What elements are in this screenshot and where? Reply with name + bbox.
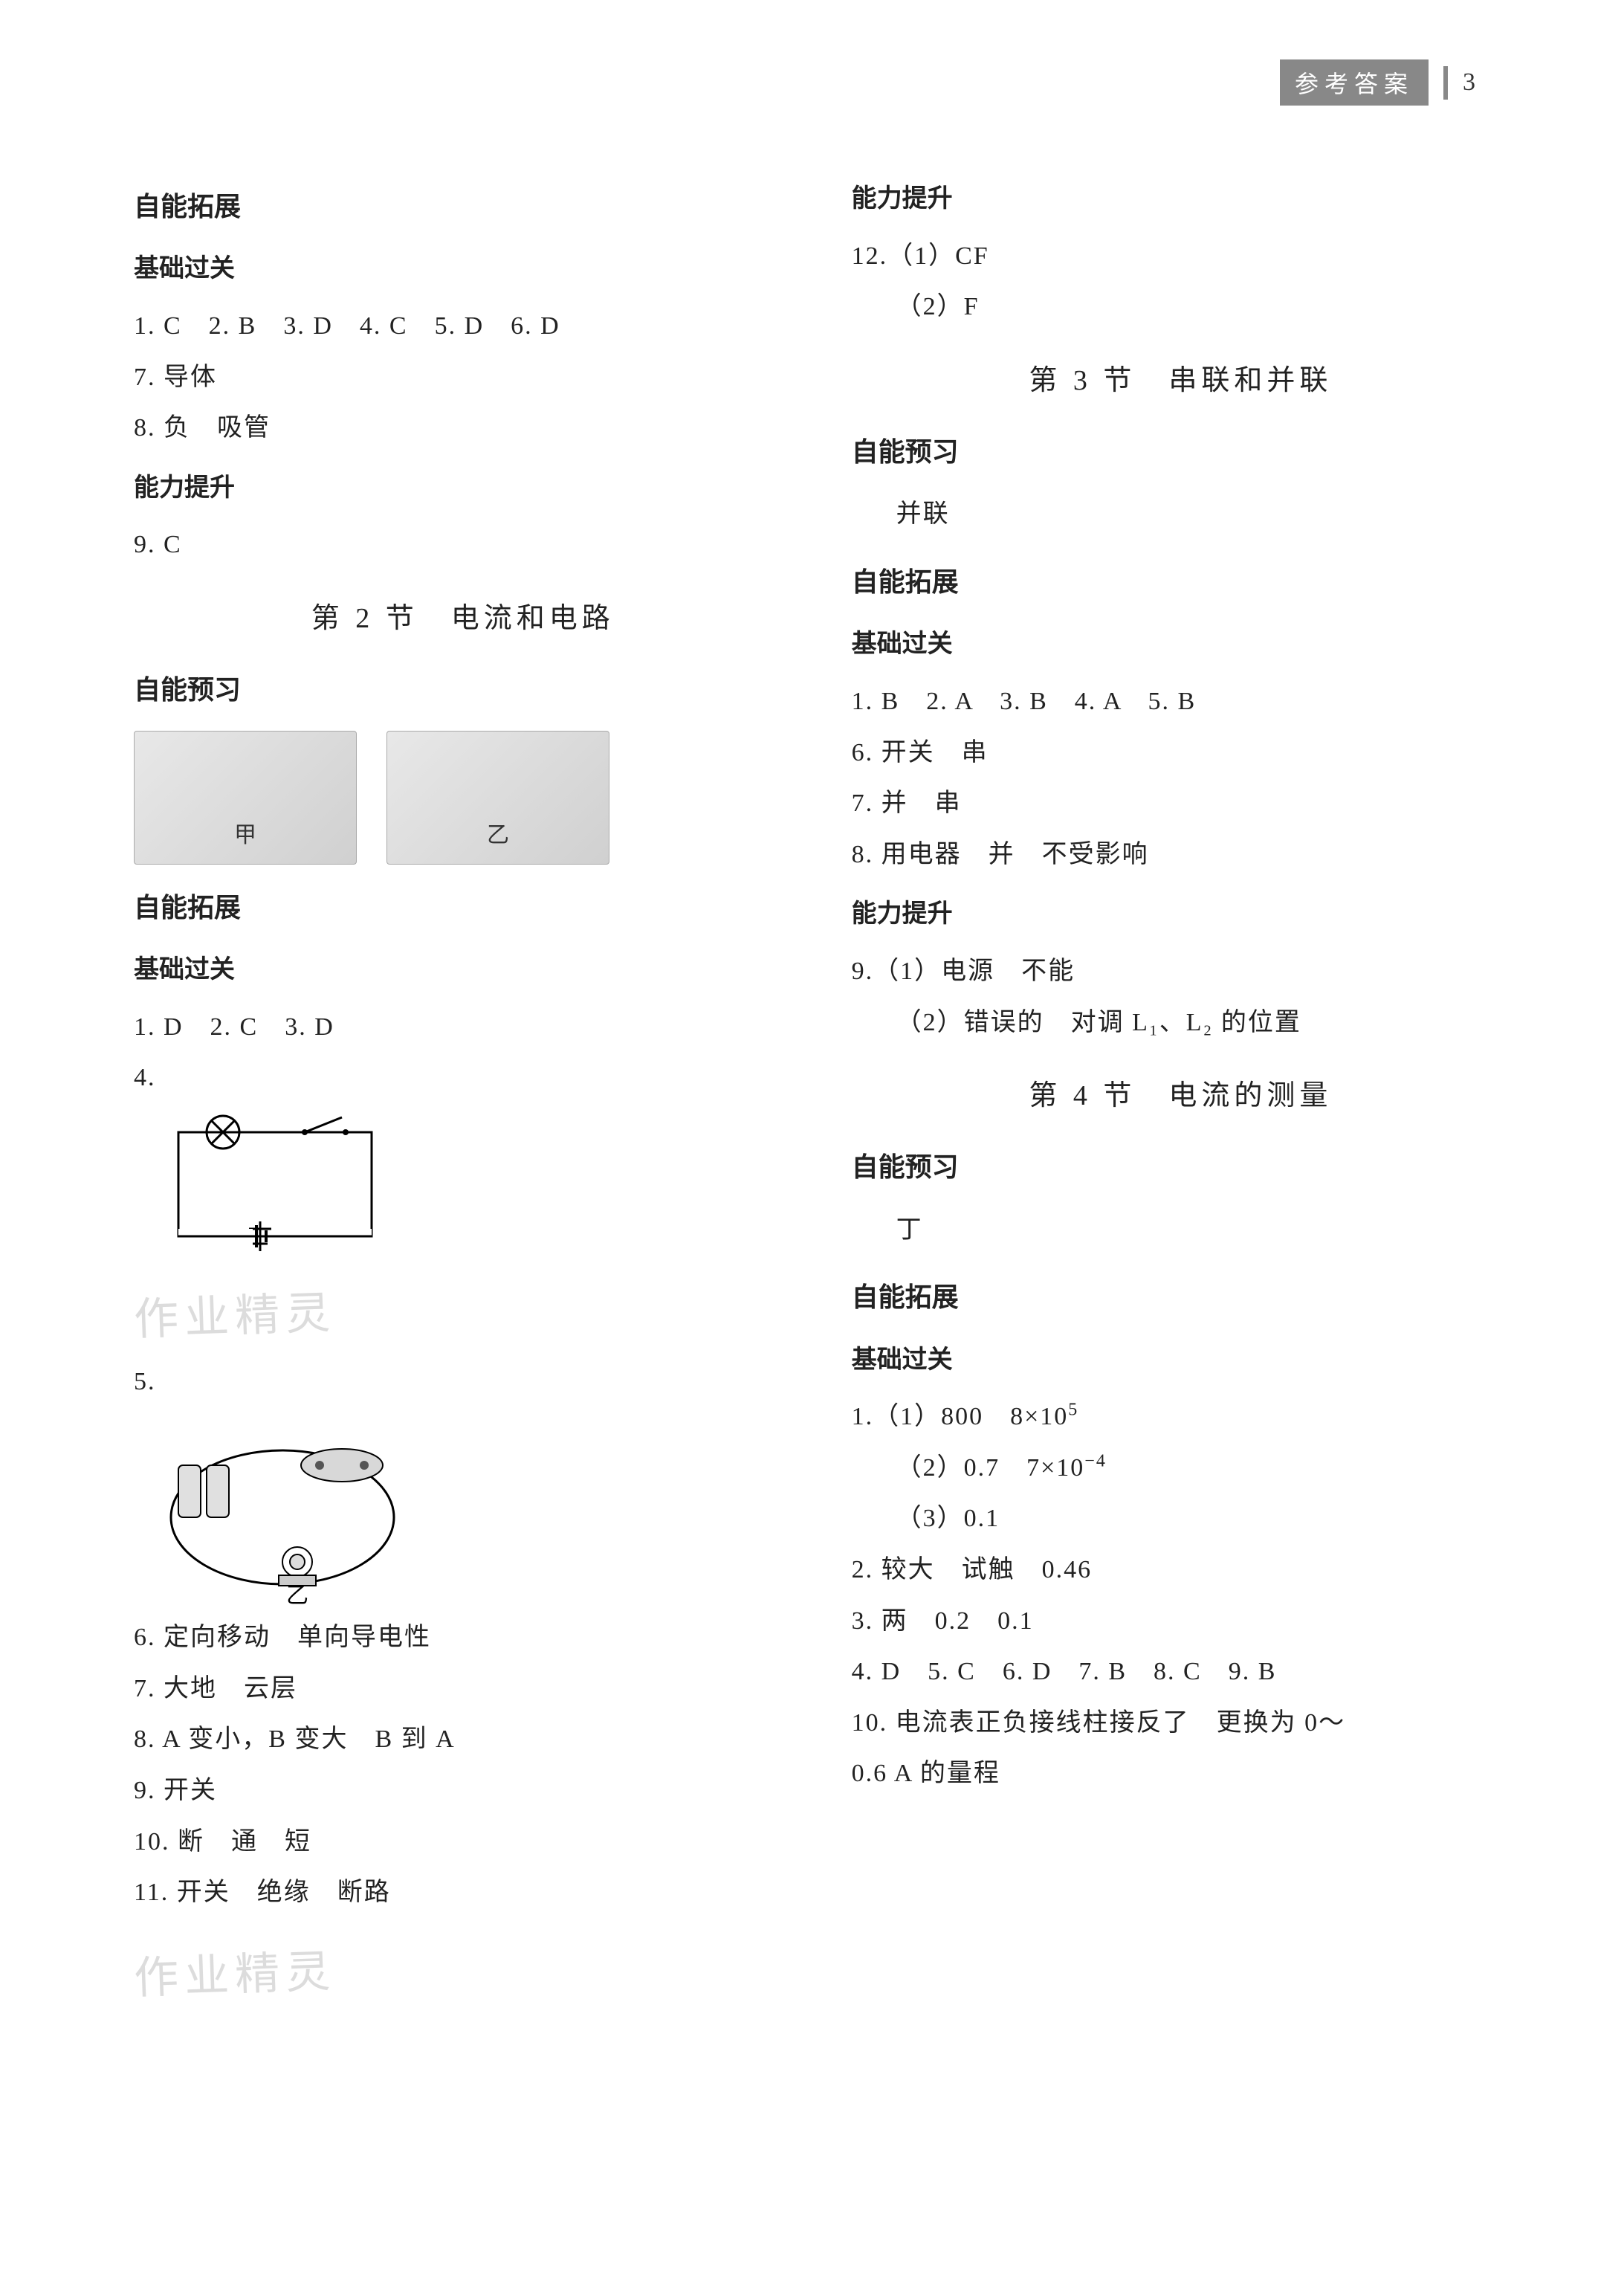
heading-zineng-yuxi-r2: 自能预习 <box>852 1142 1510 1192</box>
watermark-1: 作业精灵 <box>132 1254 793 1362</box>
circuit-drawing-2: 乙 <box>149 1413 416 1607</box>
answer-line: 8. A 变小，B 变大 B 到 A <box>134 1716 792 1764</box>
answer-line: （2）F <box>852 283 1510 332</box>
heading-zineng-tuozhan-r1: 自能拓展 <box>852 557 1510 607</box>
answer-line: 7. 大地 云层 <box>134 1665 792 1714</box>
answer-line: 9.（1）电源 不能 <box>852 948 1510 996</box>
heading-zineng-tuozhan-1: 自能拓展 <box>134 181 792 232</box>
circuit-image-jia: 甲 <box>134 731 357 865</box>
answer-line: 1.（1）800 8×105 <box>852 1393 1510 1441</box>
answer-line: 6. 定向移动 单向导电性 <box>134 1614 792 1662</box>
answer-line: 1. B 2. A 3. B 4. A 5. B <box>852 678 1510 726</box>
drawing-svg: 乙 <box>149 1413 416 1607</box>
answer-line: （2）0.7 7×10−4 <box>852 1444 1510 1493</box>
answer-line: 并联 <box>852 491 1510 539</box>
answer-line: 2. 较大 试触 0.46 <box>852 1546 1510 1595</box>
content-columns: 自能拓展 基础过关 1. C 2. B 3. D 4. C 5. D 6. D … <box>134 164 1505 2017</box>
answer-line: 1. C 2. B 3. D 4. C 5. D 6. D <box>134 303 792 351</box>
answer-line: 12.（1）CF <box>852 233 1510 281</box>
section-2-title: 第 2 节 电流和电路 <box>134 592 792 645</box>
heading-nengli-r1: 能力提升 <box>852 175 1510 224</box>
heading-zineng-yuxi-1: 自能预习 <box>134 665 792 715</box>
answer-line: 8. 用电器 并 不受影响 <box>852 831 1510 879</box>
answer-line: 7. 并 串 <box>852 780 1510 828</box>
text: 1.（1）800 8×10 <box>852 1403 1069 1430</box>
schematic-svg <box>156 1110 394 1259</box>
heading-jichu-1: 基础过关 <box>134 245 792 294</box>
header-badge: 参考答案 <box>1280 59 1429 106</box>
text: （2）0.7 7×10 <box>896 1454 1085 1482</box>
page-number: 3 <box>1463 68 1475 97</box>
heading-jichu-2: 基础过关 <box>134 946 792 995</box>
answer-line: 1. D 2. C 3. D <box>134 1004 792 1052</box>
answer-line: 9. C <box>134 521 792 569</box>
answer-line: 10. 电流表正负接线柱接反了 更换为 0～ <box>852 1699 1510 1748</box>
heading-zineng-yuxi-r1: 自能预习 <box>852 427 1510 477</box>
answer-line: 8. 负 吸管 <box>134 404 792 453</box>
answer-line: 10. 断 通 短 <box>134 1818 792 1867</box>
sup: 5 <box>1068 1401 1078 1420</box>
circuit-image-yi: 乙 <box>386 731 609 865</box>
left-column: 自能拓展 基础过关 1. C 2. B 3. D 4. C 5. D 6. D … <box>134 164 792 2017</box>
answer-line: 9. 开关 <box>134 1767 792 1815</box>
section-4-title: 第 4 节 电流的测量 <box>852 1069 1510 1123</box>
answer-line: 5. <box>134 1358 792 1407</box>
label-yi: 乙 <box>487 814 509 856</box>
answer-line: 4. <box>134 1054 792 1102</box>
sup: −4 <box>1084 1452 1107 1471</box>
answer-line: 4. D 5. C 6. D 7. B 8. C 9. B <box>852 1648 1510 1696</box>
page-header: 参考答案 3 <box>1280 59 1475 106</box>
watermark-2: 作业精灵 <box>132 1913 793 2021</box>
answer-line: 11. 开关 绝缘 断路 <box>134 1869 792 1917</box>
heading-zineng-tuozhan-2: 自能拓展 <box>134 882 792 933</box>
answer-line: （3）0.1 <box>852 1495 1510 1543</box>
schematic-diagram-1 <box>156 1110 394 1259</box>
label-yi2: 乙 <box>286 1583 308 1607</box>
label-jia: 甲 <box>234 814 256 856</box>
right-column: 能力提升 12.（1）CF （2）F 第 3 节 串联和并联 自能预习 并联 自… <box>852 164 1510 2017</box>
header-divider <box>1443 66 1448 100</box>
answer-line: 0.6 A 的量程 <box>852 1750 1510 1798</box>
heading-jichu-r2: 基础过关 <box>852 1337 1510 1385</box>
answer-line: 3. 两 0.2 0.1 <box>852 1598 1510 1646</box>
answer-line: 7. 导体 <box>134 354 792 402</box>
heading-zineng-tuozhan-r2: 自能拓展 <box>852 1272 1510 1323</box>
answer-line: 丁 <box>852 1207 1510 1255</box>
heading-nengli-r2: 能力提升 <box>852 891 1510 939</box>
circuit-images-row: 甲 乙 <box>134 731 792 865</box>
answer-line: （2）错误的 对调 L₁、L₂ 的位置 <box>852 999 1510 1047</box>
heading-jichu-r1: 基础过关 <box>852 621 1510 669</box>
answer-line: 6. 开关 串 <box>852 729 1510 778</box>
section-3-title: 第 3 节 串联和并联 <box>852 354 1510 407</box>
heading-nengli-1: 能力提升 <box>134 465 792 513</box>
